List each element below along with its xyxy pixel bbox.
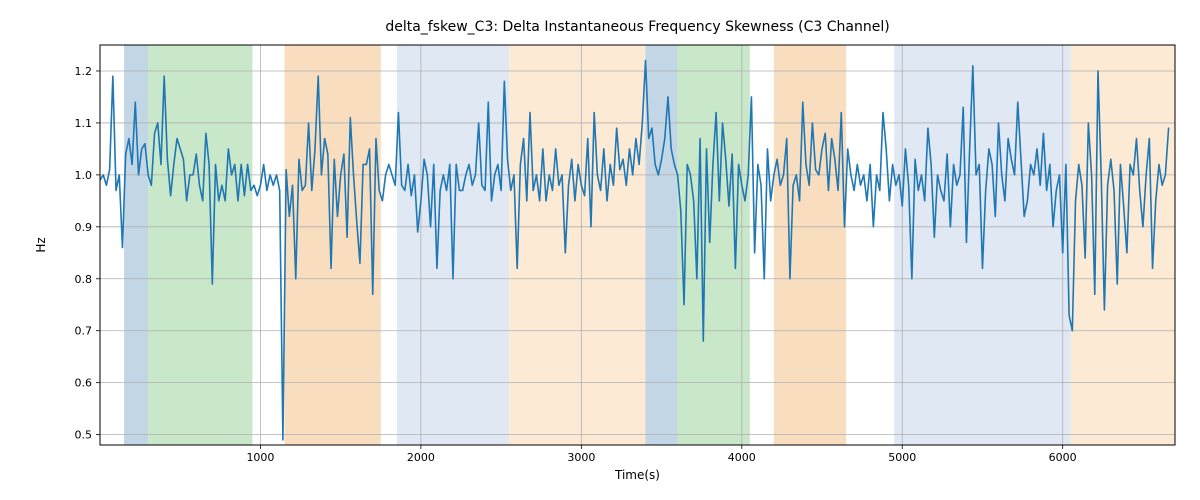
shaded-region-8	[774, 45, 846, 445]
y-axis-label: Hz	[34, 237, 48, 252]
x-tick-label: 6000	[1049, 451, 1077, 464]
shaded-region-3	[397, 45, 416, 445]
shaded-region-5	[509, 45, 645, 445]
y-axis: 0.5 0.6 0.7 0.8 0.9 1.0 1.1 1.2	[75, 65, 101, 442]
y-tick-label: 0.8	[75, 273, 93, 286]
y-tick-label: 0.9	[75, 221, 93, 234]
x-axis-label: Time(s)	[614, 468, 660, 482]
y-tick-label: 1.1	[75, 117, 93, 130]
x-axis: 1000 2000 3000 4000 5000 6000	[246, 445, 1076, 464]
shaded-region-7	[678, 45, 750, 445]
x-tick-label: 3000	[567, 451, 595, 464]
shaded-region-2	[285, 45, 381, 445]
x-tick-label: 4000	[728, 451, 756, 464]
shaded-region-4	[416, 45, 509, 445]
y-tick-label: 0.7	[75, 325, 93, 338]
shaded-region-10	[1071, 45, 1175, 445]
chart-title: delta_fskew_C3: Delta Instantaneous Freq…	[385, 19, 889, 35]
y-tick-label: 1.0	[75, 169, 93, 182]
y-tick-label: 1.2	[75, 65, 93, 78]
shaded-region-6	[646, 45, 678, 445]
y-tick-label: 0.6	[75, 377, 93, 390]
timeseries-chart: 1000 2000 3000 4000 5000 6000 0.5 0.6 0.7 0.8 0.9 1…	[0, 0, 1200, 500]
x-tick-label: 5000	[888, 451, 916, 464]
chart-container: 1000 2000 3000 4000 5000 6000 0.5 0.6 0.7 0.8 0.9 1…	[0, 0, 1200, 500]
y-tick-label: 0.5	[75, 429, 93, 442]
x-tick-label: 1000	[246, 451, 274, 464]
x-tick-label: 2000	[407, 451, 435, 464]
